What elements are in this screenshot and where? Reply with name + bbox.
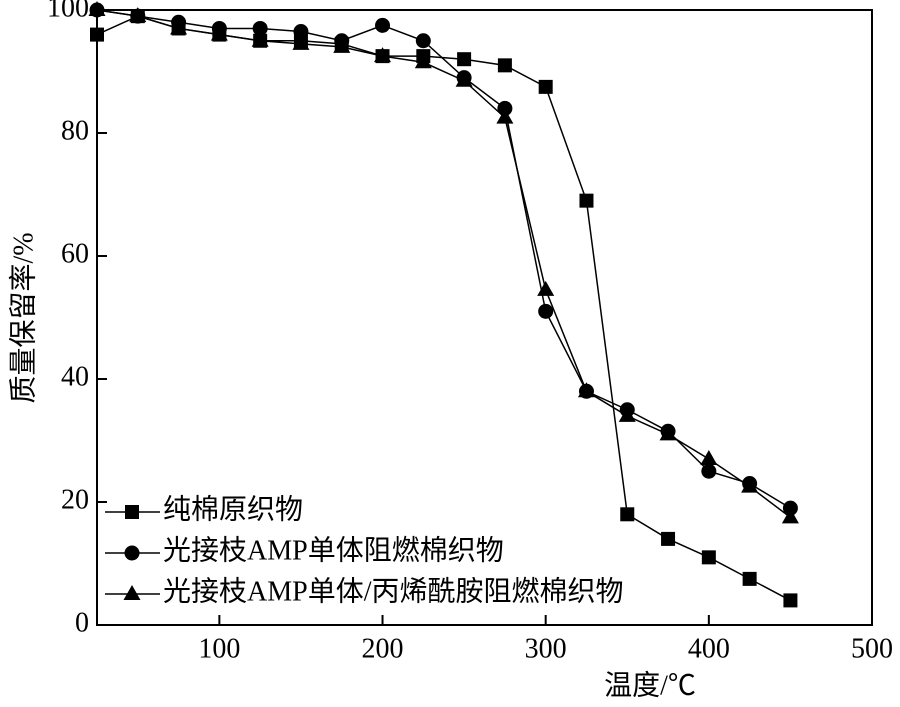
series-line	[96, 9, 791, 518]
marker-triangle	[88, 1, 106, 16]
marker-triangle	[129, 7, 147, 23]
marker-triangle	[374, 47, 392, 63]
marker-triangle	[292, 34, 310, 50]
marker-square	[701, 550, 716, 565]
legend-marker	[123, 585, 141, 600]
marker-square	[661, 531, 676, 546]
y-axis-label: 质量保留率/%	[7, 232, 39, 403]
marker-square	[620, 507, 635, 522]
legend-marker	[125, 505, 139, 519]
marker-triangle	[170, 19, 188, 35]
legend-marker	[124, 545, 140, 561]
y-tick-label: 0	[75, 607, 89, 638]
y-tick-label: 80	[61, 115, 89, 146]
marker-circle	[701, 463, 717, 479]
marker-circle	[497, 100, 513, 116]
marker-triangle	[251, 31, 269, 47]
plot-frame	[96, 9, 873, 626]
marker-circle	[375, 17, 391, 33]
marker-circle	[293, 24, 309, 40]
marker-square	[497, 58, 512, 73]
marker-triangle	[781, 508, 799, 524]
marker-triangle	[414, 53, 432, 69]
x-tick-label: 400	[688, 633, 730, 664]
marker-triangle	[455, 71, 473, 87]
x-tick-label: 100	[198, 633, 240, 664]
marker-circle	[538, 303, 554, 319]
marker-triangle	[537, 280, 555, 296]
marker-triangle	[210, 25, 228, 41]
marker-circle	[252, 20, 268, 36]
marker-square	[783, 593, 798, 608]
marker-square	[90, 27, 104, 42]
x-tick-label: 200	[362, 633, 404, 664]
series-line	[96, 9, 791, 509]
y-tick-label: 60	[61, 238, 89, 269]
legend-label: 光接枝AMP单体/丙烯酰胺阻燃棉织物	[163, 575, 623, 607]
marker-square	[457, 52, 472, 67]
marker-square	[579, 193, 594, 208]
y-tick-label: 20	[61, 484, 89, 515]
marker-circle	[782, 500, 798, 516]
y-tick-label: 100	[47, 0, 89, 23]
marker-triangle	[333, 37, 351, 53]
x-tick-label: 500	[851, 633, 893, 664]
marker-circle	[415, 33, 431, 49]
marker-square	[538, 79, 553, 94]
legend-label: 纯棉原织物	[163, 493, 303, 525]
marker-triangle	[618, 406, 636, 422]
x-axis-label: 温度/℃	[604, 669, 696, 701]
x-tick-label: 300	[525, 633, 567, 664]
marker-triangle	[577, 382, 595, 398]
marker-triangle	[496, 108, 514, 124]
y-tick-label: 40	[61, 361, 89, 392]
marker-triangle	[741, 477, 759, 493]
marker-square	[742, 571, 757, 586]
marker-triangle	[659, 425, 677, 441]
legend-label: 光接枝AMP单体阻燃棉织物	[163, 534, 504, 566]
marker-triangle	[700, 449, 718, 465]
